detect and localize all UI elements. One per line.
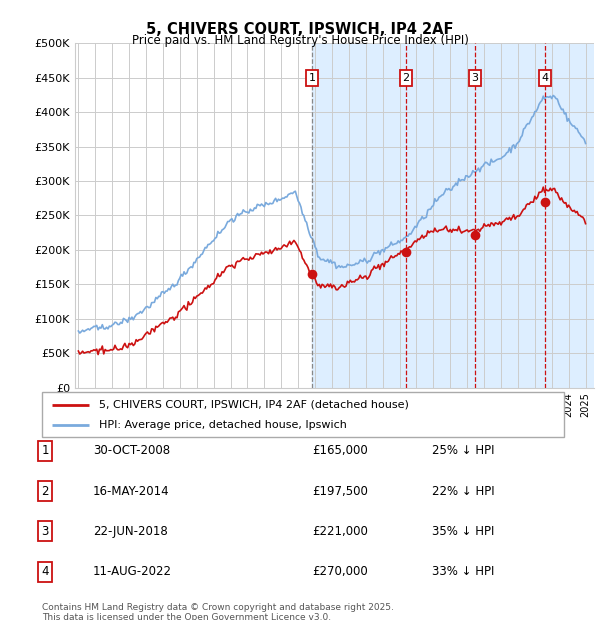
Text: 25% ↓ HPI: 25% ↓ HPI: [432, 445, 494, 457]
Text: £221,000: £221,000: [312, 525, 368, 538]
Text: HPI: Average price, detached house, Ipswich: HPI: Average price, detached house, Ipsw…: [100, 420, 347, 430]
Text: Contains HM Land Registry data © Crown copyright and database right 2025.
This d: Contains HM Land Registry data © Crown c…: [42, 603, 394, 620]
Text: 22% ↓ HPI: 22% ↓ HPI: [432, 485, 494, 497]
Text: 3: 3: [41, 525, 49, 538]
Text: £165,000: £165,000: [312, 445, 368, 457]
Text: 11-AUG-2022: 11-AUG-2022: [93, 565, 172, 578]
Text: £197,500: £197,500: [312, 485, 368, 497]
Text: Price paid vs. HM Land Registry's House Price Index (HPI): Price paid vs. HM Land Registry's House …: [131, 34, 469, 47]
Text: 30-OCT-2008: 30-OCT-2008: [93, 445, 170, 457]
Text: 2: 2: [402, 73, 409, 83]
Text: 33% ↓ HPI: 33% ↓ HPI: [432, 565, 494, 578]
Text: 5, CHIVERS COURT, IPSWICH, IP4 2AF: 5, CHIVERS COURT, IPSWICH, IP4 2AF: [146, 22, 454, 37]
Text: 2: 2: [41, 485, 49, 497]
FancyBboxPatch shape: [42, 392, 564, 437]
Text: 4: 4: [542, 73, 549, 83]
Text: 35% ↓ HPI: 35% ↓ HPI: [432, 525, 494, 538]
Text: £270,000: £270,000: [312, 565, 368, 578]
Text: 3: 3: [472, 73, 479, 83]
Text: 22-JUN-2018: 22-JUN-2018: [93, 525, 168, 538]
Text: 4: 4: [41, 565, 49, 578]
Bar: [312, 43, 594, 388]
Text: 16-MAY-2014: 16-MAY-2014: [93, 485, 170, 497]
Text: 1: 1: [41, 445, 49, 457]
Text: 5, CHIVERS COURT, IPSWICH, IP4 2AF (detached house): 5, CHIVERS COURT, IPSWICH, IP4 2AF (deta…: [100, 399, 409, 410]
Text: 1: 1: [308, 73, 316, 83]
